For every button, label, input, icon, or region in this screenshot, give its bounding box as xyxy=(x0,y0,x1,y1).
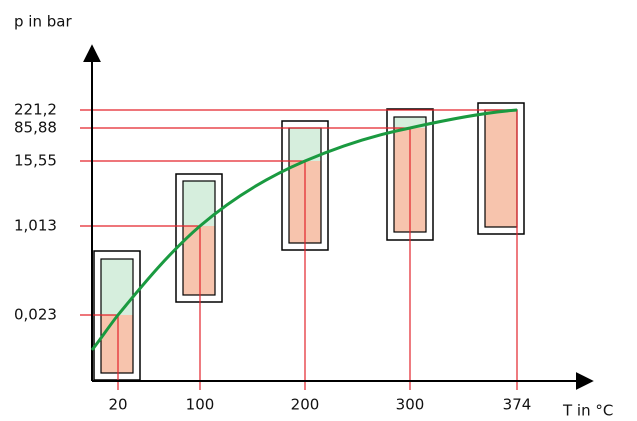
liquid xyxy=(485,110,517,227)
drawing: 221,285,88 15,55 1,013 0,023 20 100 200 300 374 xyxy=(14,101,531,414)
y-tick-label: 0,023 xyxy=(14,306,57,324)
x-axis-label: T in °C xyxy=(562,402,613,420)
y-axis-label: p in bar xyxy=(14,13,72,31)
y-tick-label: 221,2 xyxy=(14,101,57,119)
x-tick-label: 300 xyxy=(396,396,425,414)
vapor-pressure-curve xyxy=(90,108,518,351)
y-tick-label: 15,55 xyxy=(14,152,57,170)
y-tick-label: 85,88 xyxy=(14,119,57,137)
container-inner xyxy=(182,180,216,296)
liquid xyxy=(101,315,133,373)
x-tick-label: 374 xyxy=(503,396,532,414)
y-tick-label: 1,013 xyxy=(14,217,57,235)
x-tick-label: 20 xyxy=(108,396,127,414)
container-inner xyxy=(100,258,134,374)
x-tick-label: 200 xyxy=(291,396,320,414)
x-tick-label: 100 xyxy=(186,396,215,414)
